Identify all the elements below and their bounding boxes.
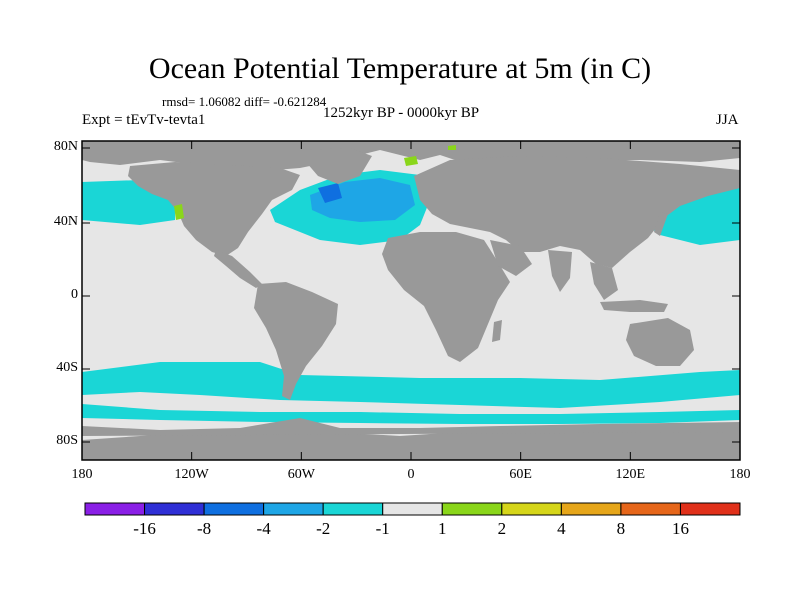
colorbar-label: -16 xyxy=(133,519,156,538)
indonesia xyxy=(600,300,668,312)
southeast-asia xyxy=(590,262,618,300)
y-tick-label: 80S xyxy=(56,433,78,448)
greenland xyxy=(306,148,372,184)
colorbar-label: -1 xyxy=(375,519,390,538)
colorbar-swatch xyxy=(441,502,503,516)
colorbar-swatch xyxy=(560,502,622,516)
y-tick-label: 80N xyxy=(53,139,78,154)
colorbar-swatch xyxy=(679,502,741,516)
y-tick-label: 0 xyxy=(71,287,78,302)
arctic-landmass xyxy=(82,141,740,172)
colorbar-swatch xyxy=(501,502,562,516)
colorbar-swatch xyxy=(620,502,681,516)
x-tick-label: 60E xyxy=(509,467,532,482)
colorbar-label: -2 xyxy=(316,519,331,538)
madagascar xyxy=(492,320,502,342)
eurasia xyxy=(414,156,740,268)
colorbar-swatch xyxy=(203,502,265,516)
colorbar-swatch xyxy=(382,502,443,516)
anomaly-north-atlantic-dark xyxy=(318,183,342,203)
south-america xyxy=(254,282,338,400)
arabia xyxy=(490,240,532,276)
colorbar-label: 1 xyxy=(438,519,447,538)
stats-label: rmsd= 1.06082 diff= -0.621284 xyxy=(162,94,327,109)
north-america xyxy=(128,162,300,256)
anomaly-southern-ocean-cyan-1 xyxy=(82,362,740,408)
colorbar-label: 8 xyxy=(616,519,626,538)
map-ticks xyxy=(81,141,741,460)
colorbar-label: -4 xyxy=(256,519,271,538)
colorbar-label: -8 xyxy=(196,519,212,538)
x-tick-label: 0 xyxy=(407,467,415,482)
season-label: JJA xyxy=(716,112,739,128)
colorbar-label: 4 xyxy=(557,519,566,538)
japan xyxy=(654,212,668,236)
colorbar-swatch xyxy=(263,502,324,516)
period-label: 1252kyr BP - 0000kyr BP xyxy=(323,105,480,121)
x-tick-label: 120E xyxy=(615,467,646,482)
india xyxy=(548,250,572,292)
colorbar-swatch xyxy=(84,502,146,516)
anomaly-green-patch-3 xyxy=(448,145,456,150)
colorbar xyxy=(84,502,741,516)
x-tick-label: 180 xyxy=(729,467,751,482)
anomaly-green-patch-2 xyxy=(404,156,418,166)
africa xyxy=(382,232,510,362)
x-tick-label: 180 xyxy=(71,467,93,482)
y-tick-label: 40N xyxy=(53,214,78,229)
x-tick-label: 120W xyxy=(174,467,209,482)
anomaly-southern-ocean-cyan-2 xyxy=(82,404,740,424)
experiment-label: Expt = tEvTv-tevta1 xyxy=(82,112,206,128)
anomaly-green-patch-1 xyxy=(174,204,184,220)
colorbar-label: 2 xyxy=(497,519,507,538)
x-tick-label: 60W xyxy=(287,467,315,482)
colorbar-swatch xyxy=(144,502,205,516)
australia xyxy=(626,318,694,366)
central-america xyxy=(214,250,262,288)
colorbar-label: 16 xyxy=(671,519,689,538)
y-tick-label: 40S xyxy=(56,360,78,375)
colorbar-swatch xyxy=(322,502,384,516)
antarctic-missing-band xyxy=(82,418,740,436)
plot-title: Ocean Potential Temperature at 5m (in C) xyxy=(148,52,652,85)
